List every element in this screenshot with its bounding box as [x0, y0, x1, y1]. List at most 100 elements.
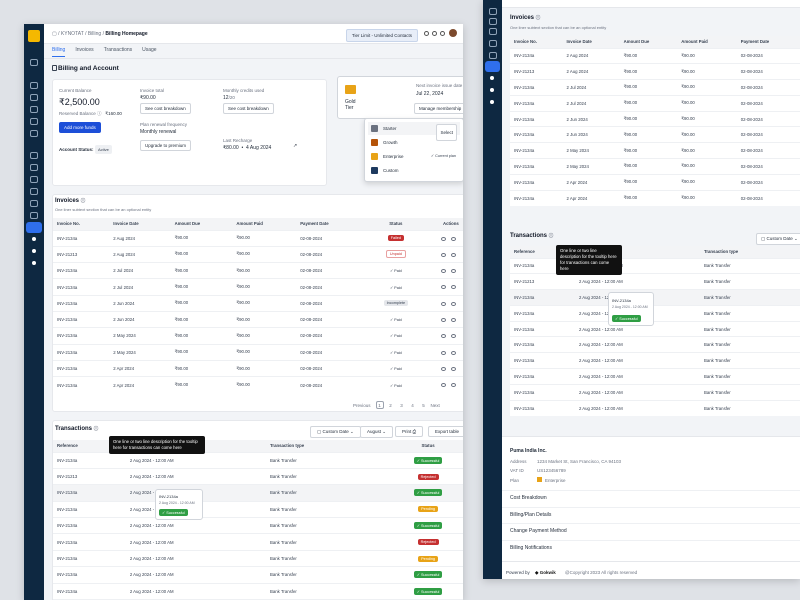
manage-membership-button[interactable]: Manage membership — [414, 103, 463, 114]
billing-icon[interactable] — [485, 61, 500, 72]
arrow-icon[interactable]: ↗ — [293, 143, 298, 149]
print-button[interactable]: Print ⎙ — [395, 426, 424, 437]
clock-icon[interactable] — [489, 18, 497, 25]
table-row[interactable]: INV-2134a 2 Jun 2024 ₹90.00 ₹90.00 02-08-202… — [53, 294, 463, 312]
month-filter[interactable]: August ⌄ — [360, 426, 394, 438]
eye-icon[interactable] — [440, 350, 446, 355]
chart-icon[interactable] — [30, 94, 38, 101]
table-row[interactable]: INV-2134a 2 Apr 2024 ₹90.00 ₹90.00 02-08-202… — [510, 189, 800, 206]
eye-icon[interactable] — [440, 236, 446, 241]
tab-usage[interactable]: Usage — [142, 47, 157, 53]
box-icon[interactable] — [30, 188, 38, 195]
menu-item-custom[interactable]: Custom — [368, 164, 460, 177]
page-4[interactable]: 4 — [411, 403, 414, 408]
table-row[interactable]: INV-2134a 2 Jul 2024 ₹90.00 ₹90.00 02-08-202… — [510, 94, 800, 112]
users-icon[interactable] — [30, 164, 38, 171]
table-row[interactable]: INV-2134a 2 Jul 2024 ₹90.00 ₹90.00 02-08-202… — [53, 278, 463, 296]
download-icon[interactable] — [450, 317, 456, 322]
menu-item-starter[interactable]: Starter Select — [368, 122, 460, 141]
page-2[interactable]: 2 — [389, 403, 392, 408]
tab-billing[interactable]: Billing — [52, 47, 66, 57]
tab-transactions[interactable]: Transactions — [103, 47, 133, 53]
page-5[interactable]: 5 — [422, 403, 425, 408]
page-3[interactable]: 3 — [400, 403, 403, 408]
home-icon[interactable] — [30, 59, 38, 66]
calendar-icon[interactable] — [30, 106, 38, 113]
home-icon[interactable] — [489, 8, 497, 15]
table-row[interactable]: INV-2134a 2 Jun 2024 ₹90.00 ₹90.00 02-08-202… — [510, 110, 800, 127]
section-cost-breakdown[interactable]: Cost Breakdown — [510, 495, 547, 501]
menu-item-growth[interactable]: Growth — [368, 136, 460, 149]
download-icon[interactable] — [450, 366, 456, 371]
settings-icon[interactable] — [30, 152, 38, 159]
bell-icon[interactable] — [432, 31, 437, 36]
eye-icon[interactable] — [440, 285, 446, 290]
chart-icon[interactable] — [489, 28, 497, 35]
nav-dot-icon[interactable] — [32, 249, 36, 253]
custom-date-filter-2[interactable]: ▢ Custom Date ⌄ — [756, 233, 800, 245]
download-icon[interactable] — [450, 334, 456, 339]
billing-icon[interactable] — [26, 222, 42, 233]
export-button[interactable]: Export table — [428, 426, 463, 437]
eye-icon[interactable] — [440, 334, 446, 339]
tab-invoices[interactable]: Invoices — [75, 47, 94, 53]
gear-icon[interactable] — [440, 31, 445, 36]
download-icon[interactable] — [450, 383, 456, 388]
refresh-icon[interactable] — [30, 118, 38, 125]
nav-dot-icon[interactable] — [490, 100, 494, 104]
plan-badge[interactable]: Tier Limit - Unlimited Contacts — [345, 29, 418, 42]
table-row[interactable]: INV-2134a 2 Aug 2024 ₹90.00 ₹90.00 02-08-202… — [510, 47, 800, 64]
menu-item-enterprise[interactable]: Enterprise ✓ Current plan — [368, 150, 460, 163]
page-1[interactable]: 1 — [375, 401, 384, 409]
download-icon[interactable] — [450, 252, 456, 257]
table-row[interactable]: INV-2134a 2 Apr 2024 ₹90.00 ₹90.00 02-08-202… — [53, 359, 463, 377]
custom-date-filter[interactable]: ▢ Custom Date ⌄ — [310, 426, 361, 438]
add-funds-button[interactable]: Add more funds — [59, 122, 101, 133]
select-button[interactable]: Select — [436, 124, 457, 141]
section-notifications[interactable]: Billing Notifications — [510, 545, 552, 551]
eye-icon[interactable] — [440, 317, 446, 322]
table-row[interactable]: INV-2134a 2 Jun 2024 ₹90.00 ₹90.00 02-08-202… — [53, 310, 463, 328]
avatar[interactable] — [449, 29, 457, 37]
mail-icon[interactable] — [30, 200, 38, 207]
breadcrumb-billing[interactable]: Billing — [87, 31, 102, 37]
cost-breakdown-button[interactable]: See cost breakdown — [140, 103, 191, 114]
table-row[interactable]: INV-2134a 2 May 2024 ₹90.00 ₹90.00 02-08-202… — [53, 343, 463, 361]
table-row[interactable]: INV-21213 2 Aug 2024 ₹90.00 ₹90.00 02-08-202… — [53, 245, 463, 263]
download-icon[interactable] — [450, 301, 456, 306]
calendar-icon[interactable] — [489, 40, 497, 47]
section-payment-method[interactable]: Change Payment Method — [510, 528, 567, 534]
document-icon[interactable] — [489, 52, 497, 59]
eye-icon[interactable] — [440, 269, 446, 274]
table-row[interactable]: INV-2134a 2 Jul 2024 ₹90.00 ₹90.00 02-08-202… — [510, 79, 800, 96]
table-row[interactable]: INV-2134a 2 Apr 2024 ₹90.00 ₹90.00 02-08-202… — [53, 376, 463, 393]
nav-dot-icon[interactable] — [490, 88, 494, 92]
table-row[interactable]: INV-21213 2 Aug 2024 - 12:00 AM Bank Trans… — [53, 467, 463, 485]
table-row[interactable]: INV-21213 2 Aug 2024 ₹90.00 ₹90.00 02-08-202… — [510, 63, 800, 80]
nav-dot-icon[interactable] — [32, 261, 36, 265]
download-icon[interactable] — [450, 269, 456, 274]
download-icon[interactable] — [450, 350, 456, 355]
table-row[interactable]: INV-2134a 2 May 2024 ₹90.00 ₹90.00 02-08-202… — [510, 158, 800, 175]
cost-breakdown-button-2[interactable]: See cost breakdown — [223, 103, 274, 114]
table-row[interactable]: INV-2134a 2 Aug 2024 ₹90.00 ₹90.00 02-08-202… — [53, 229, 463, 247]
table-row[interactable]: INV-2134a 2 May 2024 ₹90.00 ₹90.00 02-08-202… — [510, 142, 800, 159]
eye-icon[interactable] — [440, 366, 446, 371]
download-icon[interactable] — [450, 285, 456, 290]
clock-icon[interactable] — [30, 82, 38, 89]
